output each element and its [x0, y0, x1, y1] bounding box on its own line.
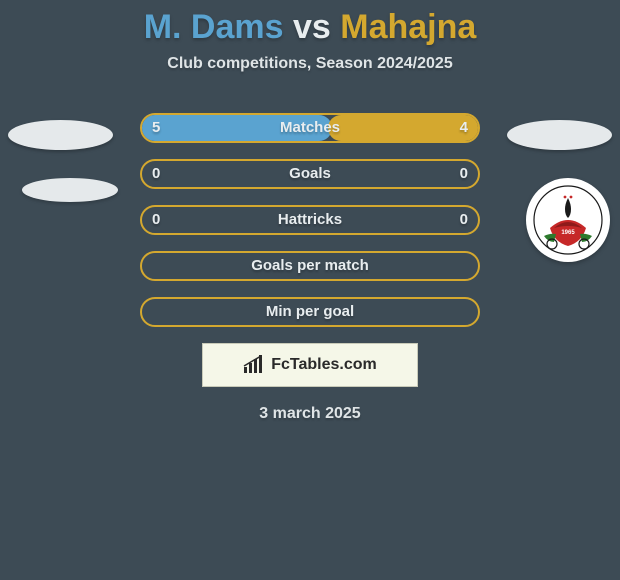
stat-value-left: 5: [152, 113, 160, 143]
watermark: FcTables.com: [202, 343, 418, 387]
page-title: M. Dams vs Mahajna: [0, 0, 620, 47]
stat-label: Goals: [140, 159, 480, 189]
stat-value-right: 4: [460, 113, 468, 143]
vs-label: vs: [293, 8, 331, 46]
stat-row: Hattricks0 0: [140, 205, 480, 235]
stat-label: Min per goal: [140, 297, 480, 327]
watermark-text: FcTables.com: [271, 356, 377, 374]
stat-label: Matches: [140, 113, 480, 143]
stat-label: Goals per match: [140, 251, 480, 281]
bar-chart-icon: [243, 355, 265, 375]
stats-table: Matches54Goals00Hattricks00Goals per mat…: [0, 113, 620, 327]
generation-date: 3 march 2025: [0, 405, 620, 423]
stat-row: Goals0 0: [140, 159, 480, 189]
comparison-infographic: M. Dams vs Mahajna Club competitions, Se…: [0, 0, 620, 580]
stat-row: Matches5 4: [140, 113, 480, 143]
stat-row: Goals per match: [140, 251, 480, 281]
stat-value-left: 0: [152, 159, 160, 189]
subtitle: Club competitions, Season 2024/2025: [0, 55, 620, 73]
stat-label: Hattricks: [140, 205, 480, 235]
stat-value-left: 0: [152, 205, 160, 235]
player2-name: Mahajna: [340, 8, 476, 46]
stat-value-right: 0: [460, 205, 468, 235]
stat-value-right: 0: [460, 159, 468, 189]
stat-row: Min per goal: [140, 297, 480, 327]
player1-name: M. Dams: [144, 8, 284, 46]
